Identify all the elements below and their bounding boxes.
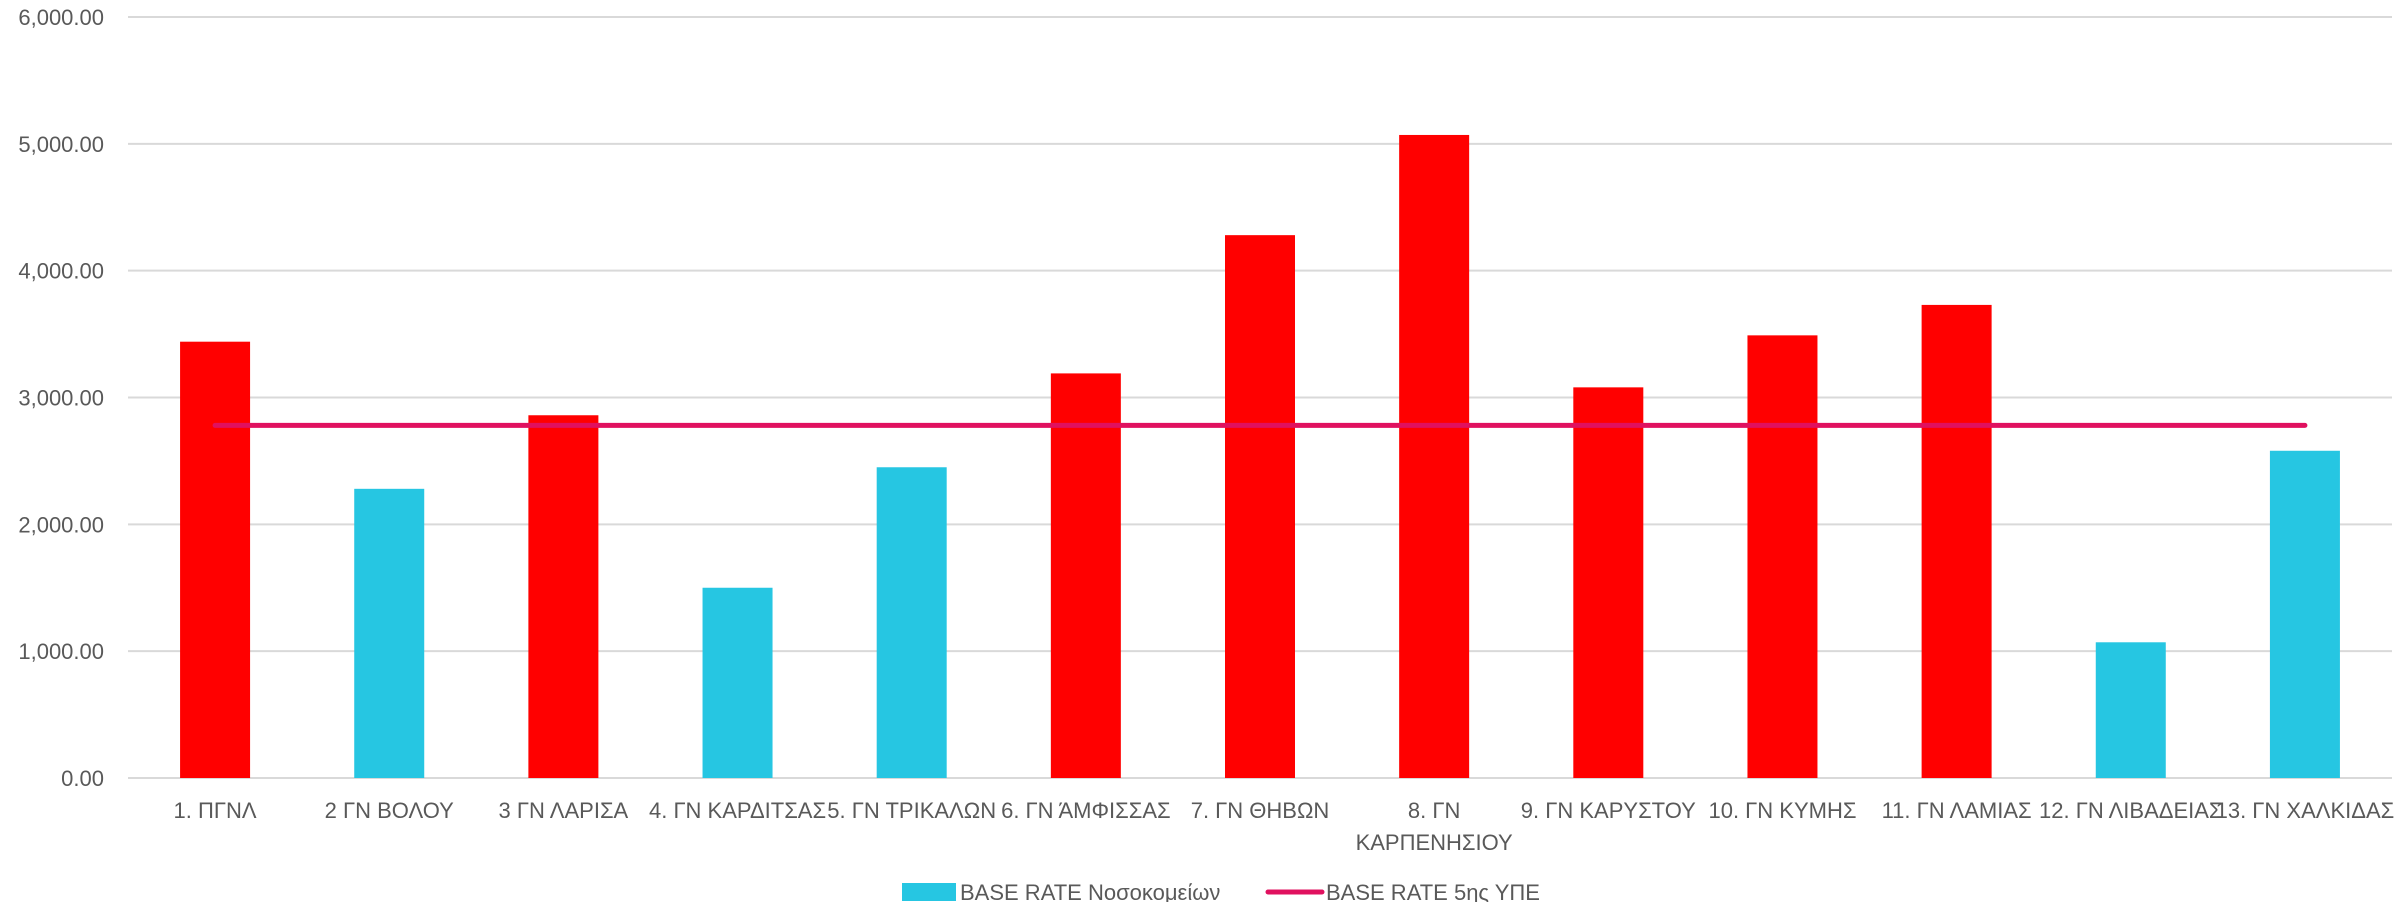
x-tick-label: 12. ΓΝ ΛΙΒΑΔΕΙΑΣ (2039, 798, 2223, 823)
y-tick-label: 1,000.00 (18, 639, 104, 664)
legend-swatch-bars (902, 883, 956, 901)
x-tick-label: 4. ΓΝ ΚΑΡΔΙΤΣΑΣ (649, 798, 826, 823)
x-tick-label: 11. ΓΝ ΛΑΜΙΑΣ (1882, 798, 2032, 823)
bar (702, 587, 773, 778)
x-tick-label: ΚΑΡΠΕΝΗΣΙΟΥ (1356, 830, 1513, 855)
x-tick-label: 7. ΓΝ ΘΗΒΩΝ (1191, 798, 1330, 823)
legend: BASE RATE Νοσοκομείων BASE RATE 5ης ΥΠΕ (902, 880, 1540, 905)
bar (1050, 373, 1121, 778)
x-tick-label: 13. ΓΝ ΧΑΛΚΙΔΑΣ (2216, 798, 2395, 823)
bar (180, 341, 251, 778)
bar (1225, 235, 1295, 779)
y-tick-label: 3,000.00 (18, 386, 104, 411)
y-tick-label: 6,000.00 (18, 5, 104, 30)
bar (1747, 335, 1818, 778)
y-tick-label: 4,000.00 (18, 259, 104, 284)
bar (528, 415, 599, 778)
y-tick-label: 2,000.00 (18, 512, 104, 537)
x-tick-label: 10. ΓΝ ΚΥΜΗΣ (1708, 798, 1856, 823)
legend-label-bars: BASE RATE Νοσοκομείων (960, 880, 1220, 902)
bar (2095, 642, 2166, 778)
x-tick-label: 6. ΓΝ ΆΜΦΙΣΣΑΣ (1001, 798, 1171, 823)
x-tick-label: 1. ΠΓΝΛ (174, 798, 257, 823)
y-tick-label: 0.00 (61, 766, 104, 791)
bar (2269, 450, 2340, 778)
bar (1573, 387, 1644, 778)
bar (876, 467, 947, 778)
x-tick-label: 5. ΓΝ ΤΡΙΚΑΛΩΝ (827, 798, 996, 823)
x-tick-label: 8. ΓΝ (1408, 798, 1460, 823)
y-tick-label: 5,000.00 (18, 132, 104, 157)
bar (354, 488, 425, 778)
bar (1921, 304, 1992, 778)
x-tick-label: 3 ΓΝ ΛΑΡΙΣΑ (499, 798, 629, 823)
x-tick-label: 9. ΓΝ ΚΑΡΥΣΤΟΥ (1521, 798, 1696, 823)
bar (1399, 134, 1470, 778)
y-axis-ticks: 0.00 1,000.00 2,000.00 3,000.00 4,000.00 5,00… (18, 5, 104, 791)
bars (180, 134, 2340, 779)
x-tick-label: 2 ΓΝ ΒΟΛΟΥ (325, 798, 454, 823)
legend-label-line: BASE RATE 5ης ΥΠΕ (1326, 880, 1540, 902)
x-axis-ticks: 1. ΠΓΝΛ 2 ΓΝ ΒΟΛΟΥ 3 ΓΝ ΛΑΡΙΣΑ 4. ΓΝ ΚΑΡΔΙΤ… (174, 798, 2395, 855)
